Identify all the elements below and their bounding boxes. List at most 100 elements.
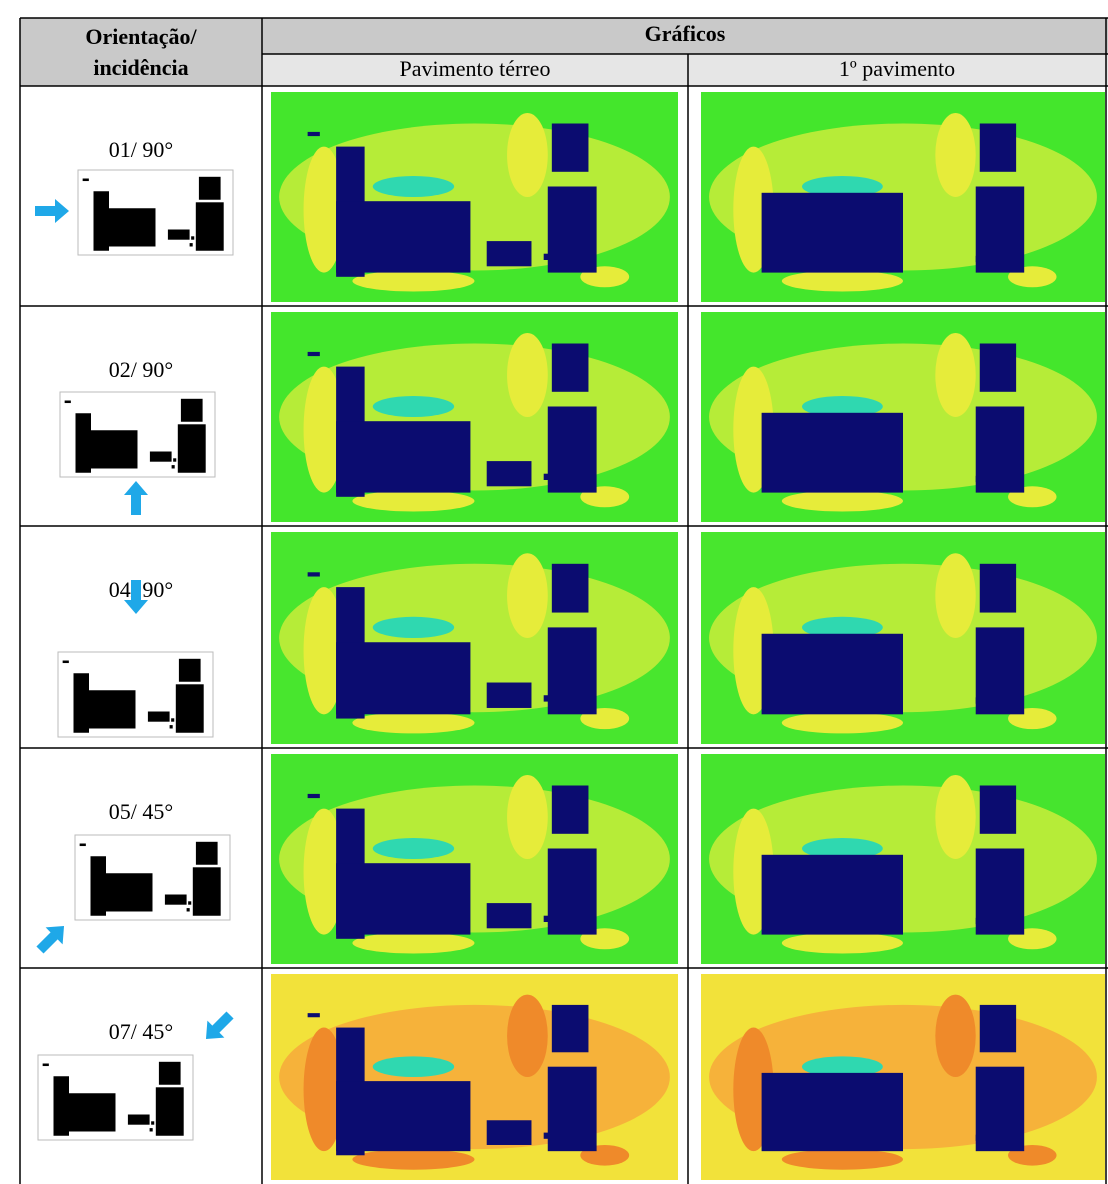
wind-arrow: [124, 481, 148, 515]
header-text: Gráficos: [645, 21, 726, 46]
sim-building: [487, 461, 532, 486]
sim-building: [976, 627, 1024, 714]
sim-contour: [782, 491, 903, 512]
sim-building: [336, 1081, 470, 1151]
sim-building: [548, 849, 597, 935]
sim-building: [308, 794, 320, 798]
plan-building: [150, 1128, 153, 1131]
sim-building: [552, 124, 589, 172]
sim-contour: [935, 995, 975, 1077]
sim-building: [980, 344, 1016, 392]
column-header: Pavimento térreo: [400, 56, 551, 81]
sim-contour: [507, 775, 548, 859]
header-text: Orientação/: [85, 24, 197, 49]
sim-building: [976, 849, 1024, 935]
plan-building: [173, 458, 176, 461]
plan-building: [178, 424, 206, 472]
plan-building: [172, 465, 175, 468]
row-label: 01/ 90°: [109, 137, 173, 162]
sim-building: [976, 1067, 1024, 1151]
sim-contour: [935, 113, 975, 197]
sim-building: [980, 564, 1016, 613]
sim-contour: [373, 838, 454, 859]
sim-building: [980, 786, 1016, 834]
sim-contour: [352, 1149, 474, 1170]
plan-building: [171, 718, 174, 721]
row-label: 05/ 45°: [109, 799, 173, 824]
sim-building: [487, 683, 532, 708]
sim-contour: [352, 712, 474, 733]
wind-arrow: [197, 1006, 238, 1047]
sim-contour: [373, 617, 454, 638]
plan-building: [196, 202, 224, 250]
sim-building: [976, 407, 1024, 493]
sim-contour: [782, 1149, 903, 1170]
plan-building: [91, 873, 153, 911]
plan-building: [65, 401, 71, 404]
sim-contour: [507, 995, 548, 1077]
plan-building: [151, 1121, 154, 1124]
sim-contour: [373, 396, 454, 417]
sim-building: [762, 855, 903, 935]
plan-building: [94, 208, 156, 246]
plan-building: [43, 1064, 49, 1067]
wind-arrow: [31, 917, 72, 958]
plan-building: [128, 1115, 150, 1125]
plan-building: [74, 690, 136, 728]
subheader-cell: [262, 54, 1108, 86]
plan-building: [196, 842, 218, 865]
plan-building: [54, 1093, 116, 1131]
sim-contour: [373, 176, 454, 197]
plan-building: [188, 901, 191, 904]
plan-building: [80, 844, 86, 847]
sim-building: [762, 634, 903, 715]
plan-building: [156, 1087, 184, 1135]
plan-building: [191, 236, 194, 239]
plan-building: [83, 179, 89, 182]
sim-building: [487, 241, 532, 266]
plan-building: [63, 661, 69, 664]
sim-building: [762, 193, 903, 273]
sim-building: [548, 407, 597, 493]
sim-building: [976, 187, 1024, 273]
plan-building: [190, 243, 193, 246]
wind-arrow: [35, 199, 69, 223]
plan-building: [165, 895, 187, 905]
sim-contour: [352, 491, 474, 512]
sim-building: [487, 903, 532, 928]
sim-building: [552, 344, 589, 392]
sim-building: [762, 413, 903, 493]
sim-contour: [935, 553, 975, 638]
header-text: incidência: [93, 55, 188, 80]
column-header: 1º pavimento: [839, 56, 955, 81]
sim-building: [336, 642, 470, 714]
plan-building: [187, 908, 190, 911]
sim-contour: [507, 113, 548, 197]
page: Orientação/ incidência Gráficos Paviment…: [0, 0, 1108, 1184]
plan-building: [193, 867, 221, 915]
sim-building: [308, 132, 320, 136]
row-label: 02/ 90°: [109, 357, 173, 382]
sim-contour: [507, 333, 548, 417]
plan-building: [181, 399, 203, 422]
sim-building: [980, 1005, 1016, 1052]
sim-building: [548, 627, 597, 714]
sim-contour: [352, 933, 474, 954]
sim-building: [552, 786, 589, 834]
plan-building: [168, 230, 190, 240]
body: 01/ 90°02/ 90°04/ 90°05/ 45°07/ 45°: [31, 92, 1105, 1180]
sim-building: [762, 1073, 903, 1151]
sim-building: [548, 1067, 597, 1151]
plan-building: [148, 712, 170, 722]
sim-contour: [373, 1056, 454, 1077]
sim-building: [308, 572, 320, 576]
sim-contour: [782, 933, 903, 954]
sim-building: [980, 124, 1016, 172]
plan-building: [150, 452, 172, 462]
plan-building: [199, 177, 221, 200]
sim-contour: [782, 271, 903, 292]
sim-building: [308, 1013, 320, 1017]
sim-contour: [935, 333, 975, 417]
sim-contour: [507, 553, 548, 638]
sim-building: [487, 1120, 532, 1145]
